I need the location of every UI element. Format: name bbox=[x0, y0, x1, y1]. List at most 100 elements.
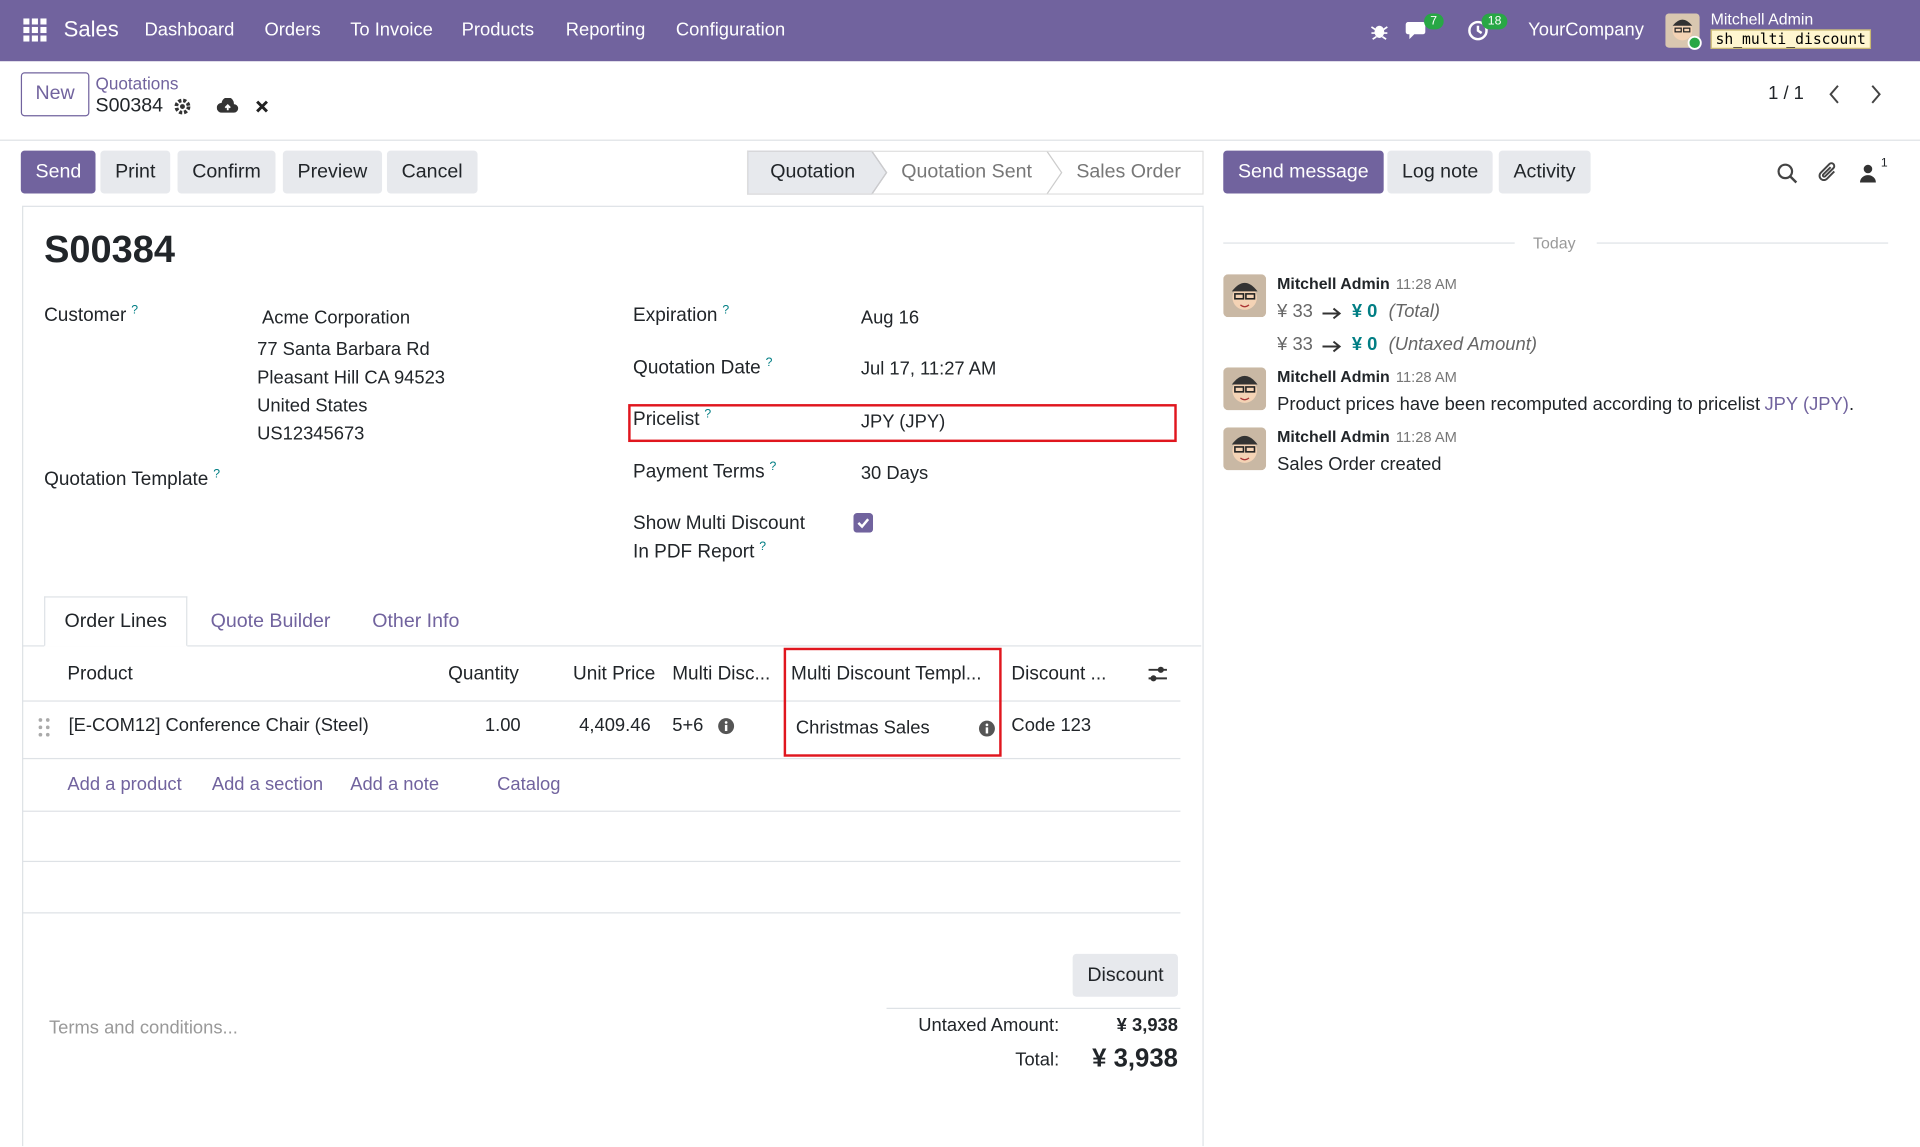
add-line-link[interactable]: Add a note bbox=[350, 773, 440, 795]
customer-address: 77 Santa Barbara Rd bbox=[257, 339, 430, 360]
breadcrumb-current: S00384 bbox=[95, 95, 164, 117]
add-line-link[interactable]: Catalog bbox=[497, 773, 561, 795]
chatter-button[interactable]: Log note bbox=[1387, 150, 1493, 194]
action-button[interactable]: Confirm bbox=[177, 150, 276, 194]
attachment-icon[interactable] bbox=[1817, 162, 1838, 184]
column-header[interactable]: Quantity bbox=[448, 663, 519, 685]
search-icon[interactable] bbox=[1777, 163, 1798, 184]
customer-name[interactable]: Acme Corporation bbox=[262, 307, 411, 329]
message-link[interactable]: JPY (JPY) bbox=[1764, 394, 1849, 416]
separator-line bbox=[1596, 242, 1889, 244]
help-marker[interactable]: ? bbox=[213, 467, 221, 482]
discount-button[interactable]: Discount bbox=[1072, 953, 1179, 997]
tabs-border bbox=[22, 645, 1202, 647]
field-value[interactable]: JPY (JPY) bbox=[860, 411, 946, 433]
status-step[interactable]: Quotation bbox=[770, 161, 856, 183]
user-name[interactable]: Mitchell Admin bbox=[1710, 9, 1814, 29]
field-value[interactable]: Jul 17, 11:27 AM bbox=[860, 358, 997, 380]
row-border bbox=[22, 860, 1181, 863]
field-value[interactable]: 30 Days bbox=[860, 462, 929, 484]
debug-icon[interactable] bbox=[1370, 21, 1388, 41]
column-header[interactable]: Multi Disc... bbox=[672, 663, 771, 685]
apps-icon[interactable] bbox=[23, 18, 47, 42]
menu-item[interactable]: Orders bbox=[264, 19, 321, 41]
terms-placeholder[interactable]: Terms and conditions... bbox=[48, 1017, 238, 1039]
optional-columns-toggle[interactable] bbox=[1147, 665, 1168, 683]
status-step[interactable]: Quotation Sent bbox=[901, 161, 1032, 183]
message-author[interactable]: Mitchell Admin bbox=[1277, 367, 1390, 386]
label-text: Payment Terms bbox=[633, 461, 765, 483]
label-text: In PDF Report bbox=[633, 541, 755, 563]
menu-item[interactable]: Configuration bbox=[675, 19, 786, 41]
tab-active[interactable]: Order Lines bbox=[44, 596, 188, 647]
help-marker[interactable]: ? bbox=[131, 303, 139, 318]
menu-item[interactable]: Reporting bbox=[565, 19, 646, 41]
column-header[interactable]: Product bbox=[67, 663, 133, 685]
new-button[interactable]: New bbox=[20, 72, 90, 117]
pager-next[interactable] bbox=[1869, 83, 1884, 105]
breadcrumb-parent[interactable]: Quotations bbox=[95, 73, 179, 94]
field-value[interactable]: Aug 16 bbox=[860, 307, 920, 329]
gear-icon[interactable] bbox=[174, 98, 191, 115]
action-button[interactable]: Preview bbox=[282, 150, 382, 194]
field-label: Expiration? bbox=[633, 304, 729, 327]
database-name: sh_multi_discount bbox=[1710, 29, 1871, 49]
status-separator bbox=[871, 150, 1063, 195]
add-line-link[interactable]: Add a product bbox=[67, 773, 182, 795]
change-arrow bbox=[1322, 307, 1342, 320]
action-button[interactable]: Print bbox=[100, 150, 171, 194]
company-switcher[interactable]: YourCompany bbox=[1528, 19, 1644, 41]
message-author[interactable]: Mitchell Admin bbox=[1277, 274, 1390, 293]
field-label: Quotation Template? bbox=[44, 468, 220, 491]
action-button[interactable]: Send bbox=[20, 150, 96, 194]
discard-icon[interactable] bbox=[255, 99, 270, 114]
info-icon[interactable] bbox=[978, 720, 995, 737]
message-author[interactable]: Mitchell Admin bbox=[1277, 427, 1390, 446]
help-marker[interactable]: ? bbox=[769, 460, 777, 474]
author-avatar[interactable] bbox=[1223, 274, 1267, 318]
add-line-link[interactable]: Add a section bbox=[211, 773, 324, 795]
cell-unit-price[interactable]: 4,409.46 bbox=[579, 715, 651, 736]
save-icon[interactable] bbox=[216, 97, 239, 115]
column-header[interactable]: Unit Price bbox=[573, 663, 656, 685]
column-header[interactable]: Discount ... bbox=[1011, 663, 1107, 685]
messages-icon[interactable] bbox=[1404, 20, 1431, 42]
cell-product[interactable]: [E-COM12] Conference Chair (Steel) bbox=[68, 715, 369, 736]
pager-previous[interactable] bbox=[1827, 83, 1842, 105]
menu-item[interactable]: Products bbox=[461, 19, 535, 41]
status-step[interactable]: Sales Order bbox=[1076, 161, 1181, 183]
checkbox[interactable] bbox=[853, 513, 874, 533]
followers-icon[interactable] bbox=[1860, 164, 1876, 183]
cell-quantity[interactable]: 1.00 bbox=[484, 715, 521, 736]
menu-item[interactable]: Dashboard bbox=[144, 19, 235, 41]
help-marker[interactable]: ? bbox=[759, 540, 767, 554]
cell-multi-discount[interactable]: 5+6 bbox=[672, 715, 704, 736]
cell-discount-template[interactable]: Christmas Sales bbox=[795, 717, 930, 739]
user-avatar[interactable] bbox=[1665, 13, 1702, 50]
chatter-button[interactable]: Activity bbox=[1498, 150, 1591, 194]
help-marker[interactable]: ? bbox=[704, 407, 712, 422]
tab[interactable]: Other Info bbox=[372, 611, 460, 632]
chatter-button[interactable]: Send message bbox=[1223, 150, 1384, 194]
separator-line bbox=[1223, 242, 1515, 244]
old-value: ¥ 33 bbox=[1277, 334, 1313, 356]
drag-handle[interactable] bbox=[38, 718, 50, 738]
help-marker[interactable]: ? bbox=[765, 356, 773, 370]
customer-address: Pleasant Hill CA 94523 bbox=[257, 367, 446, 389]
cell-discount-code[interactable]: Code 123 bbox=[1011, 715, 1092, 736]
message-time: 11:28 AM bbox=[1395, 428, 1457, 446]
author-avatar[interactable] bbox=[1223, 427, 1267, 471]
column-header[interactable]: Multi Discount Templ... bbox=[791, 663, 982, 685]
author-avatar[interactable] bbox=[1223, 367, 1267, 411]
label-text: Customer bbox=[44, 305, 127, 326]
navbar: Sales Dashboard Orders To Invoice Produc… bbox=[0, 0, 1920, 62]
app-name[interactable]: Sales bbox=[63, 17, 119, 42]
action-button[interactable]: Cancel bbox=[386, 150, 478, 194]
tab[interactable]: Quote Builder bbox=[210, 611, 331, 632]
menu-item[interactable]: To Invoice bbox=[350, 19, 433, 41]
activities-icon[interactable] bbox=[1467, 20, 1489, 42]
help-marker[interactable]: ? bbox=[722, 303, 730, 318]
info-icon[interactable] bbox=[718, 718, 735, 735]
old-value: ¥ 33 bbox=[1277, 301, 1313, 323]
